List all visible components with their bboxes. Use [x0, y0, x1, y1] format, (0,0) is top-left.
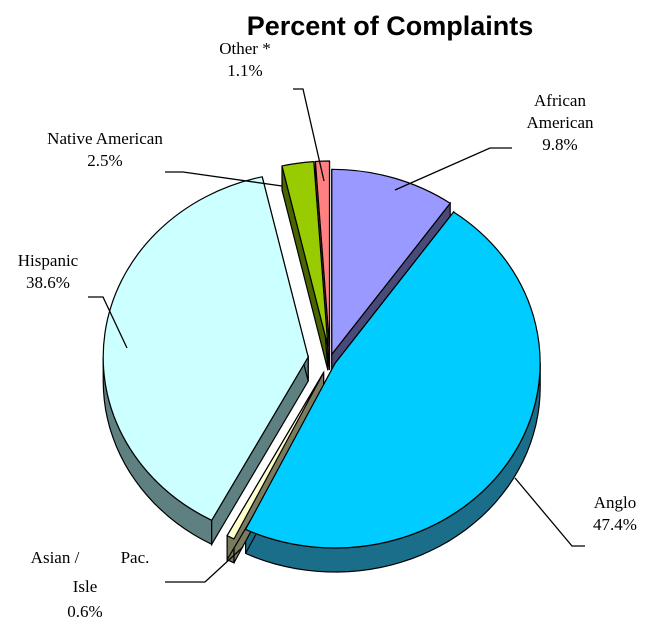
- label-line: Hispanic: [18, 251, 79, 270]
- slice-other: [314, 160, 331, 347]
- chart-title: Percent of Complaints: [247, 11, 534, 41]
- slice-anglo: [244, 211, 541, 549]
- slice-label-5: Other * 1.1%: [219, 39, 270, 80]
- leader-line-1: [514, 477, 585, 547]
- slice-label-4: Native American 2.5%: [47, 129, 163, 170]
- slice-native-american: [281, 160, 329, 347]
- slice-african-american: [331, 168, 452, 357]
- leader-lines: [88, 88, 585, 583]
- slice-label-2: Asian / Pac. Isle 0.6%: [31, 548, 150, 621]
- label-line: Native American: [47, 129, 163, 148]
- slice-label-3: Hispanic 38.6%: [18, 251, 79, 292]
- value-label: 0.6%: [67, 602, 102, 621]
- leader-line-3: [88, 296, 128, 349]
- leader-line-4: [165, 171, 283, 187]
- label-line: Anglo: [594, 493, 637, 512]
- value-label: 1.1%: [227, 61, 262, 80]
- slice-labels: African American 9.8% Anglo 47.4% Asian / Pac.…: [18, 39, 637, 621]
- pie-slices: [102, 160, 541, 549]
- leader-line-2: [165, 546, 244, 583]
- label-line: Pac.: [121, 548, 150, 567]
- slice-label-1: Anglo 47.4%: [593, 493, 637, 534]
- slice-asian-pac-isle: [226, 372, 325, 540]
- label-line: American: [526, 113, 594, 132]
- label-line: Isle: [73, 577, 98, 596]
- label-line: African: [534, 91, 586, 110]
- slice-hispanic: [102, 176, 309, 522]
- label-line: Asian /: [31, 548, 80, 567]
- value-label: 47.4%: [593, 515, 637, 534]
- label-line: Other *: [219, 39, 270, 58]
- leader-line-0: [394, 147, 512, 191]
- leader-line-5: [293, 88, 325, 182]
- value-label: 9.8%: [542, 135, 577, 154]
- slice-label-0: African American 9.8%: [526, 91, 594, 154]
- value-label: 2.5%: [87, 151, 122, 170]
- value-label: 38.6%: [26, 273, 70, 292]
